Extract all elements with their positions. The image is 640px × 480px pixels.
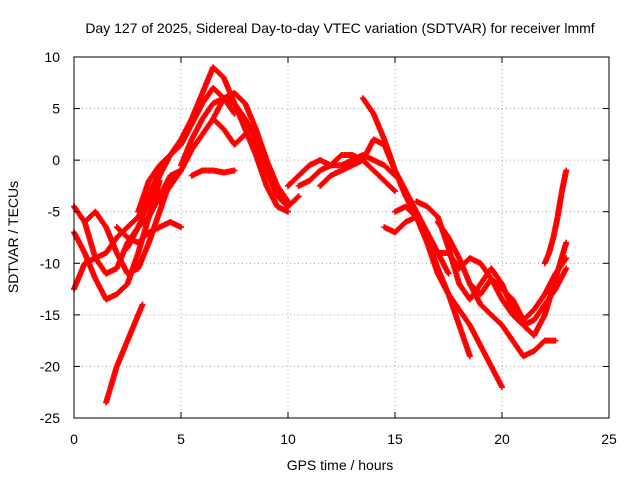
data-point <box>231 167 238 174</box>
series-track-19 <box>413 198 570 339</box>
data-points <box>71 64 570 406</box>
series-track-22 <box>541 167 570 267</box>
plot-area-frame <box>73 56 610 419</box>
y-tick-label: -5 <box>48 204 61 220</box>
y-tick-label: -15 <box>40 307 60 323</box>
data-point <box>563 167 570 174</box>
data-point <box>445 270 452 277</box>
data-point <box>285 208 291 215</box>
y-tick-label: -20 <box>40 358 60 374</box>
y-tick-label: -25 <box>40 410 60 426</box>
series-track-20 <box>434 219 570 324</box>
x-tick-label: 25 <box>601 431 617 447</box>
series-track-5 <box>103 301 146 406</box>
grid-lines <box>74 57 609 418</box>
data-point <box>499 384 505 391</box>
y-axis-tick-labels: -25 -20 -15 -10 -5 0 5 10 <box>40 49 60 426</box>
x-tick-label: 10 <box>280 431 296 447</box>
series-track-6 <box>113 219 184 246</box>
data-point <box>552 337 559 344</box>
y-tick-label: 5 <box>52 101 60 117</box>
data-point <box>563 255 570 262</box>
x-tick-label: 20 <box>494 431 510 447</box>
chart-title: Day 127 of 2025, Sidereal Day-to-day VTE… <box>85 20 594 36</box>
data-point-fill <box>294 194 301 201</box>
x-tick-label: 5 <box>177 431 185 447</box>
series-track-12 <box>210 90 291 205</box>
y-tick-label: 10 <box>44 49 60 65</box>
series-track-10 <box>178 95 302 210</box>
data-point <box>295 193 302 200</box>
data-point-fill <box>390 187 397 194</box>
x-axis-label: GPS time / hours <box>287 457 394 473</box>
data-point <box>285 198 291 205</box>
data-point <box>178 224 184 231</box>
series-track-21 <box>466 280 559 360</box>
series-track-11 <box>188 167 238 179</box>
x-axis-tick-labels: 0 5 10 15 20 25 <box>70 431 617 447</box>
x-tick-label: 0 <box>70 431 78 447</box>
data-point <box>563 239 570 246</box>
axis-ticks <box>73 56 610 419</box>
data-point <box>466 353 473 360</box>
data-point <box>563 265 570 272</box>
x-tick-label: 15 <box>387 431 403 447</box>
data-point <box>392 188 398 195</box>
series-track-8 <box>135 64 291 215</box>
y-tick-label: -10 <box>40 255 60 271</box>
y-tick-label: 0 <box>52 152 60 168</box>
data-point <box>139 301 146 308</box>
y-axis-label: SDTVAR / TECUs <box>5 181 21 293</box>
